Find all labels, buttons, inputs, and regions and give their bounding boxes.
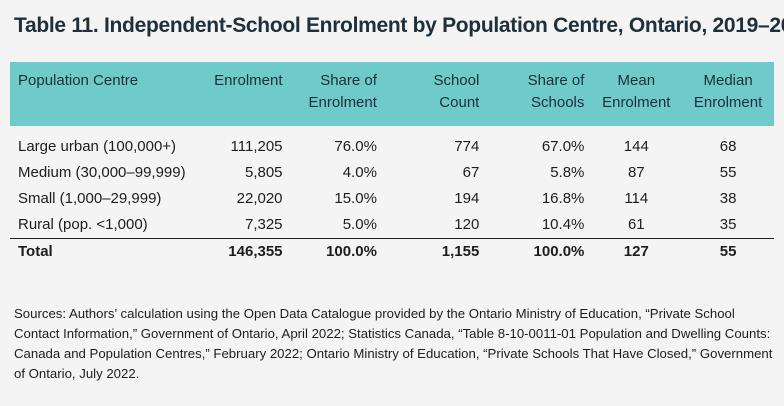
table-row: Small (1,000–29,999) 22,020 15.0% 194 16… [10,186,774,212]
total-share-of-schools: 100.0% [489,238,591,265]
cell-median-enrolment: 38 [719,190,737,207]
cell-share-of-schools: 67.0% [541,138,585,155]
total-median-enrolment: 55 [682,238,774,265]
cell-share-of-schools: 10.4% [541,216,585,233]
cell-share-of-schools: 16.8% [541,190,585,207]
cell-share-of-enrolment: 5.0% [342,216,377,233]
header-mean-enrolment: Mean Enrolment [602,72,671,111]
cell-share-of-enrolment: 15.0% [334,190,377,207]
cell-school-count: 67 [462,164,480,181]
cell-mean-enrolment: 144 [623,138,649,155]
header-enrolment: Enrolment [214,72,283,89]
header-population-centre: Population Centre [18,72,139,89]
total-mean-enrolment: 127 [590,238,683,265]
total-row: Total 146,355 100.0% 1,155 100.0% 127 55 [10,238,774,265]
cell-population-centre: Rural (pop. <1,000) [18,216,148,233]
cell-enrolment: 5,805 [244,164,283,181]
cell-mean-enrolment: 87 [627,164,645,181]
cell-enrolment: 111,205 [230,138,283,155]
total-share-of-enrolment: 100.0% [288,238,381,265]
table-body: Large urban (100,000+) 111,205 76.0% 774… [10,126,774,265]
table-title: Table 11. Independent-School Enrolment b… [14,14,784,37]
cell-enrolment: 7,325 [244,216,283,233]
cell-median-enrolment: 68 [719,138,737,155]
cell-share-of-schools: 5.8% [550,164,585,181]
cell-mean-enrolment: 61 [627,216,645,233]
enrolment-table: Population Centre Enrolment Share of Enr… [10,62,774,265]
cell-population-centre: Small (1,000–29,999) [18,190,162,207]
cell-school-count: 194 [454,190,480,207]
cell-school-count: 774 [454,138,480,155]
header-share-of-schools: Share of Schools [527,72,585,111]
table-row: Rural (pop. <1,000) 7,325 5.0% 120 10.4%… [10,212,774,239]
header-school-count: School Count [433,72,480,111]
header-share-of-enrolment: Share of Enrolment [308,72,377,111]
total-label: Total [10,238,187,265]
cell-median-enrolment: 55 [719,164,737,181]
cell-population-centre: Large urban (100,000+) [18,138,177,155]
table-header: Population Centre Enrolment Share of Enr… [10,62,774,126]
header-median-enrolment: Median Enrolment [693,72,763,111]
sources-note: Sources: Authors’ calculation using the … [14,306,773,381]
cell-share-of-enrolment: 76.0% [334,138,377,155]
cell-share-of-enrolment: 4.0% [342,164,377,181]
total-enrolment: 146,355 [186,238,289,265]
table-row: Large urban (100,000+) 111,205 76.0% 774… [10,126,774,160]
cell-enrolment: 22,020 [236,190,283,207]
cell-median-enrolment: 35 [719,216,737,233]
cell-population-centre: Medium (30,000–99,999) [18,164,186,181]
header-row: Population Centre Enrolment Share of Enr… [10,62,774,126]
cell-school-count: 120 [454,216,480,233]
total-school-count: 1,155 [380,238,490,265]
table-row: Medium (30,000–99,999) 5,805 4.0% 67 5.8… [10,160,774,186]
cell-mean-enrolment: 114 [624,190,649,207]
